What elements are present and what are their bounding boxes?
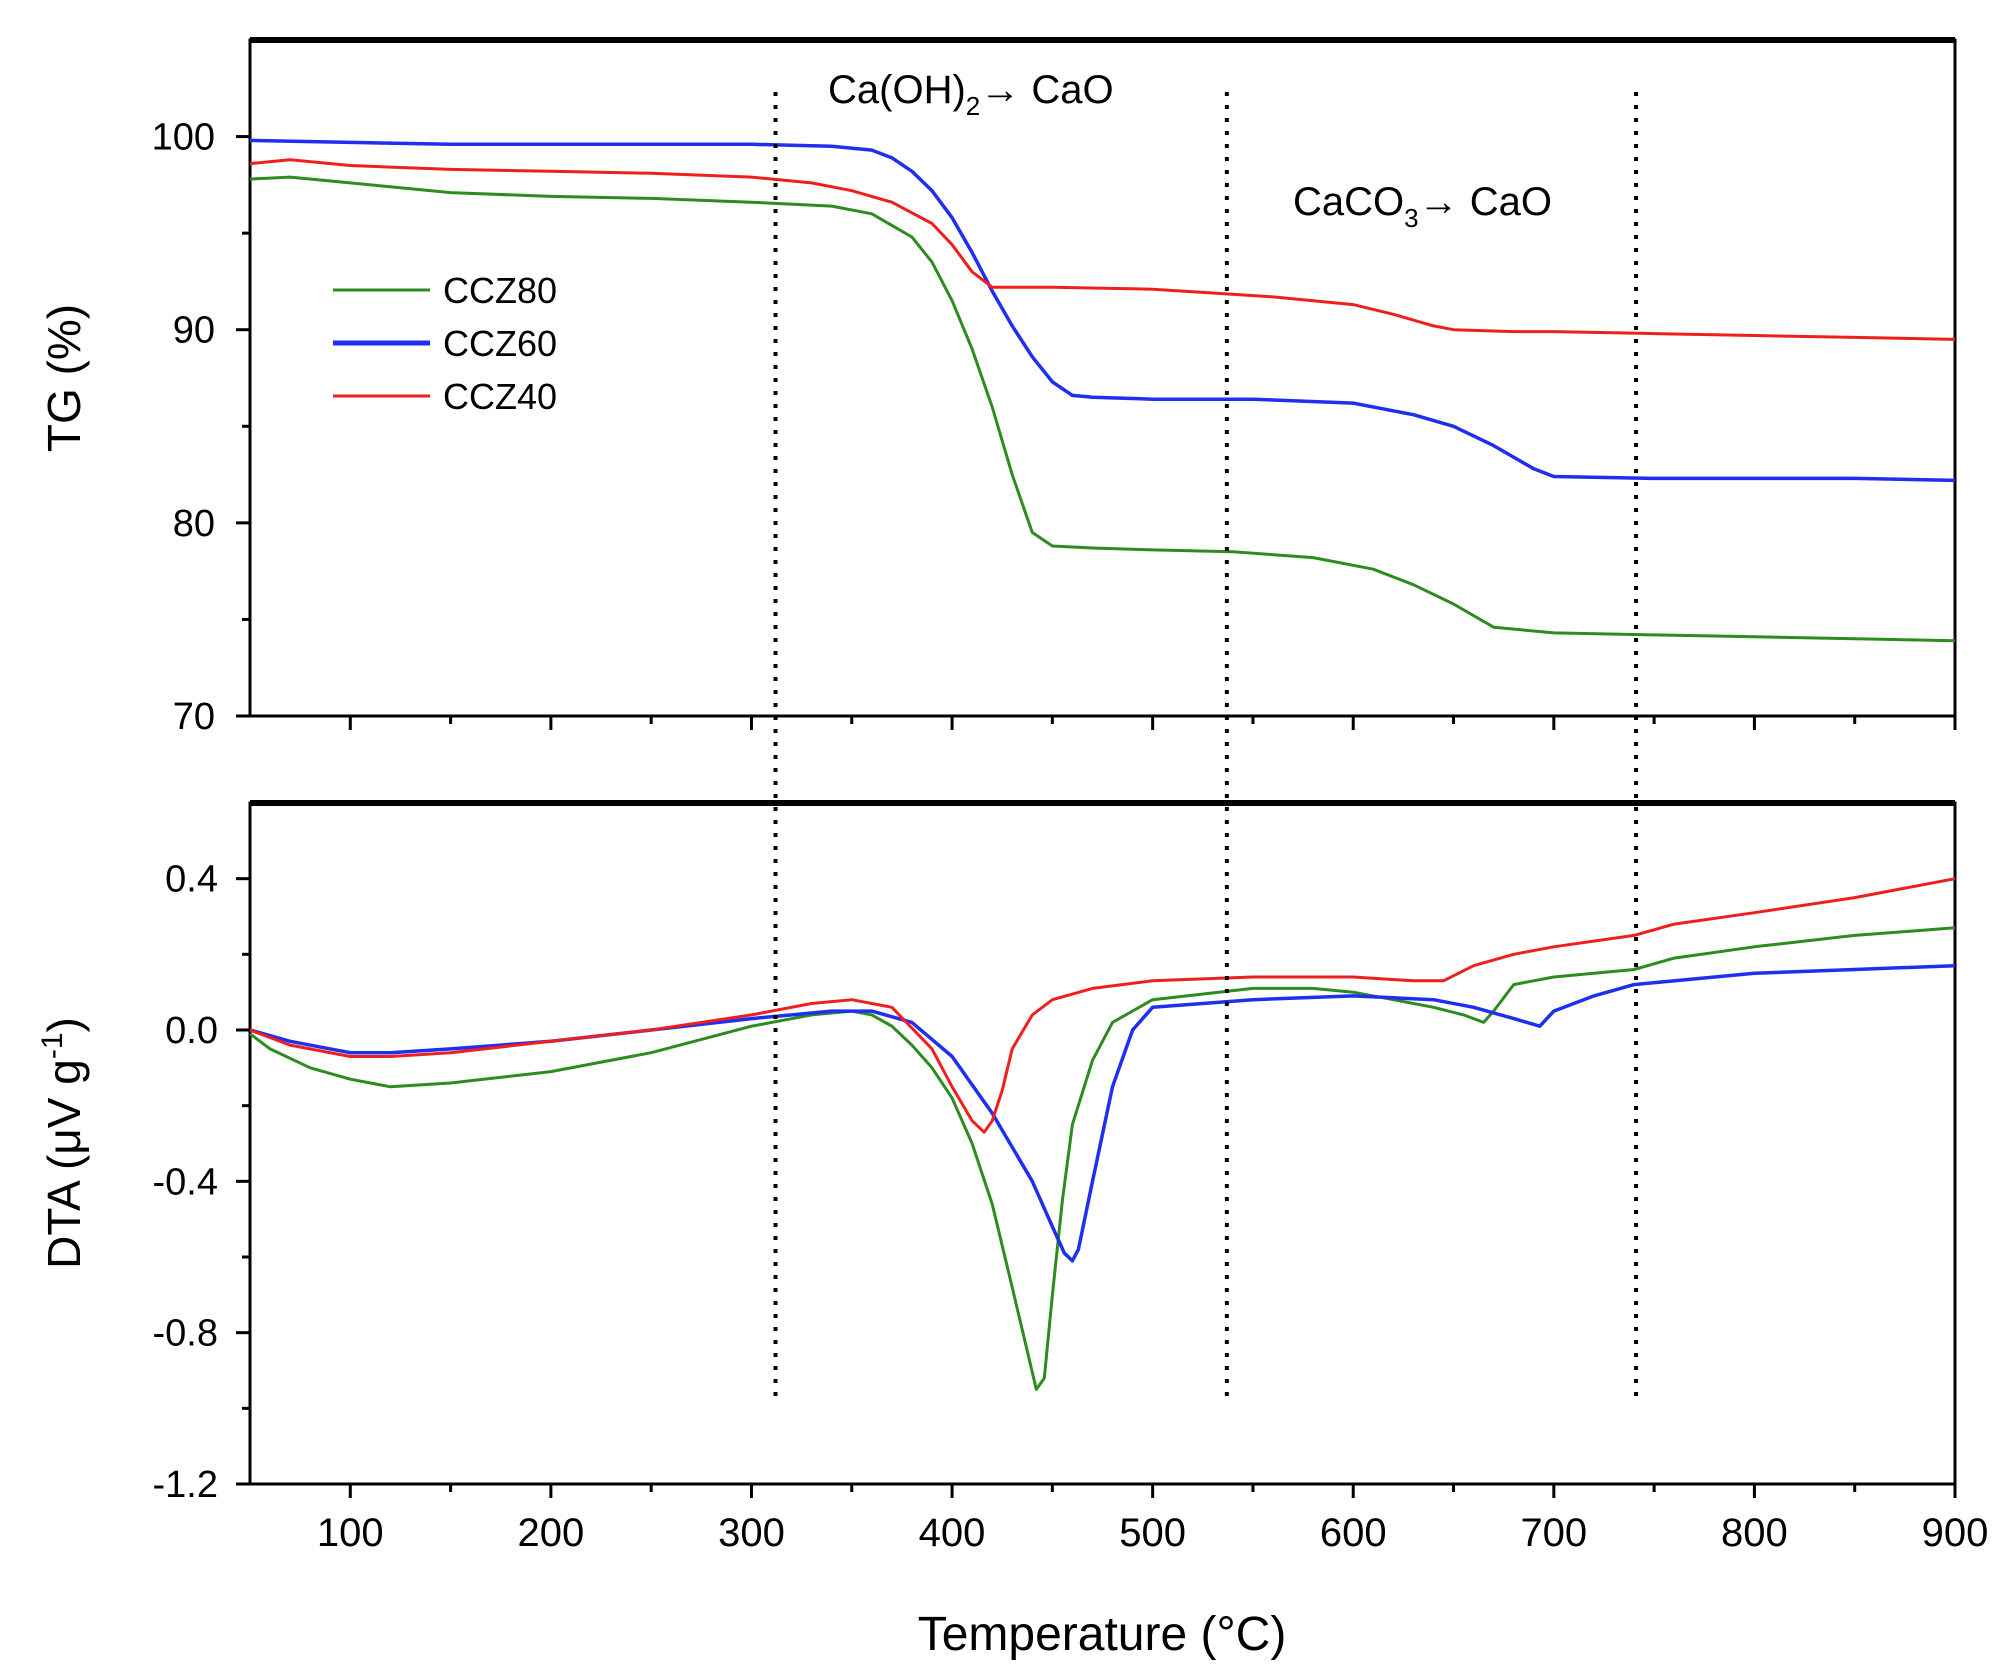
tg-series-lines — [249, 138, 1956, 643]
legend-label-ccz40: CCZ40 — [443, 376, 557, 417]
dta-panel: 100 200 300 400 500 600 700 800 900 -1.2 -0.8 -0.4 0… — [36, 800, 1989, 1661]
y-tick-label: 0.0 — [165, 1010, 218, 1052]
tg-axis-ticks: 70 80 90 100 — [152, 117, 1957, 738]
series-line-ccz60-tg — [249, 138, 1956, 483]
annotation-caco3: CaCO3→ CaO — [1293, 180, 1552, 233]
x-tick-label: 300 — [718, 1511, 785, 1555]
annotation-caoh2: Ca(OH)2→ CaO — [828, 68, 1114, 121]
dta-axis-ticks: 100 200 300 400 500 600 700 800 900 -1.2 -0.8 -0.4 0… — [153, 859, 1989, 1555]
transition-guides — [773, 92, 1639, 1404]
series-line-ccz80-tg — [249, 175, 1956, 643]
y-tick-label: 100 — [152, 117, 215, 159]
dta-series-lines — [249, 877, 1956, 1391]
legend-label-ccz80: CCZ80 — [443, 270, 557, 311]
y-tick-label: -0.4 — [153, 1161, 218, 1203]
series-line-ccz60-dta — [249, 963, 1956, 1263]
tg-y-axis-title: TG (%) — [38, 304, 90, 452]
series-line-ccz80-dta — [249, 926, 1956, 1391]
dta-y-axis-title: DTA (μV g-1) — [36, 1017, 90, 1269]
tg-legend: CCZ80 CCZ60 CCZ40 — [333, 270, 557, 417]
dta-plot-frame — [248, 801, 1957, 1486]
y-tick-label: 70 — [173, 696, 215, 738]
series-line-ccz40-dta — [249, 877, 1956, 1134]
x-tick-label: 700 — [1520, 1511, 1587, 1555]
y-tick-label: 80 — [173, 503, 215, 545]
y-tick-label: 90 — [173, 310, 215, 352]
x-tick-label: 200 — [518, 1511, 585, 1555]
y-tick-label: -1.2 — [153, 1464, 218, 1506]
x-tick-label: 800 — [1721, 1511, 1788, 1555]
x-axis-title: Temperature (°C) — [918, 1608, 1287, 1661]
x-tick-label: 100 — [317, 1511, 384, 1555]
y-tick-label: 0.4 — [165, 859, 218, 901]
legend-label-ccz60: CCZ60 — [443, 323, 557, 364]
y-tick-label: -0.8 — [153, 1313, 218, 1355]
series-line-ccz40-tg — [249, 158, 1956, 341]
x-tick-label: 600 — [1320, 1511, 1387, 1555]
x-tick-label: 900 — [1922, 1511, 1989, 1555]
x-tick-label: 400 — [919, 1511, 986, 1555]
x-tick-label: 500 — [1119, 1511, 1186, 1555]
tg-panel: 70 80 90 100 TG (%) CCZ80 CCZ60 CCZ40 Ca(OH… — [38, 37, 1957, 738]
